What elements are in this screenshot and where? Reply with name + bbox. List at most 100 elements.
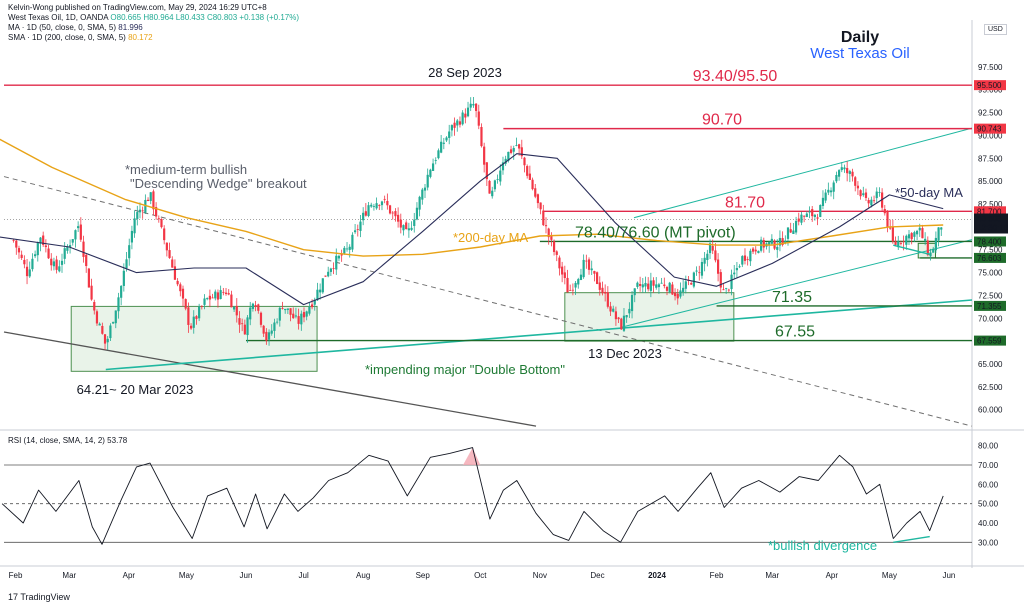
candle-body — [754, 249, 757, 252]
y-tick-label: 60.000 — [978, 406, 1003, 415]
candle-body — [36, 242, 39, 256]
candle-body — [453, 122, 456, 128]
candle-body — [152, 191, 155, 210]
price-label: 76.603 — [977, 254, 1002, 263]
candle-body — [171, 259, 174, 268]
candle-body — [864, 192, 868, 198]
candle-body — [235, 305, 238, 316]
channel-upper-line — [633, 127, 973, 219]
candle-body — [821, 197, 825, 206]
candle-body — [789, 229, 792, 233]
candle-body — [668, 282, 671, 293]
x-tick-label: 2024 — [648, 571, 666, 580]
candle-body — [58, 266, 61, 272]
candle-body — [534, 188, 537, 197]
candle-body — [157, 218, 160, 220]
currency-label: USD — [984, 24, 1007, 35]
price-label: 67.559 — [977, 337, 1002, 346]
candle-body — [590, 268, 593, 271]
candle-body — [867, 200, 870, 204]
candle-body — [569, 290, 572, 291]
candle-body — [531, 179, 534, 190]
y-tick-label: 70.000 — [978, 314, 1003, 323]
candle-body — [335, 255, 338, 270]
candle-body — [682, 287, 685, 292]
candle-body — [117, 297, 120, 312]
candle-body — [601, 287, 604, 294]
ma-legend-label: MA · 1D (50, close, 0, SMA, 5) — [8, 23, 117, 32]
candle-body — [415, 207, 419, 220]
candle-body — [480, 127, 483, 147]
candle-body — [671, 284, 674, 295]
candle-body — [149, 192, 152, 201]
candle-body — [894, 241, 897, 245]
candle-body — [932, 248, 935, 253]
price-label-bg — [974, 236, 1006, 247]
candle-body — [819, 205, 822, 217]
price-label: 95.500 — [977, 81, 1002, 90]
dec-low-label: 13 Dec 2023 — [588, 346, 662, 361]
candle-body — [641, 284, 644, 288]
candle-body — [246, 317, 249, 336]
x-tick-label: Sep — [416, 571, 431, 580]
wedge-annotation-2: "Descending Wedge" breakout — [130, 176, 307, 191]
candle-body — [356, 229, 359, 230]
candle-body — [539, 202, 542, 210]
candle-body — [327, 271, 330, 277]
candle-body — [50, 258, 53, 266]
candle-body — [768, 241, 771, 246]
candle-body — [485, 162, 488, 180]
x-tick-label: Nov — [533, 571, 547, 580]
candle-body — [714, 250, 717, 261]
candle-body — [176, 280, 179, 285]
candle-body — [437, 150, 440, 159]
candle-body — [120, 285, 123, 298]
candle-body — [889, 227, 892, 229]
candle-body — [649, 280, 652, 291]
candle-body — [595, 272, 599, 284]
wedge-annotation-1: *medium-term bullish — [125, 162, 247, 177]
candle-body — [227, 293, 230, 295]
candle-body — [924, 238, 927, 241]
candle-body — [52, 261, 56, 267]
candle-body — [493, 180, 497, 190]
candle-body — [582, 259, 585, 278]
candle-body — [515, 145, 518, 147]
rsi-legend-label: RSI (14, close, SMA, 14, 2) — [8, 436, 105, 445]
rsi-line — [1, 447, 944, 545]
candle-body — [824, 192, 827, 201]
ohlc-values: O80.665 H80.964 L80.433 C80.803 +0.138 (… — [110, 13, 300, 22]
candle-body — [695, 270, 698, 272]
candle-body — [827, 189, 830, 193]
x-tick-label: Jul — [299, 571, 309, 580]
candle-body — [566, 277, 569, 293]
candle-body — [843, 167, 846, 170]
candle-body — [886, 211, 889, 228]
candle-body — [402, 225, 405, 231]
candle-body — [778, 237, 782, 246]
ma50-annotation: *50-day MA — [895, 185, 963, 200]
candle-body — [647, 283, 650, 290]
x-tick-label: Dec — [590, 571, 604, 580]
candle-body — [703, 257, 706, 264]
candle-body — [870, 199, 873, 206]
rsi-y-tick-label: 60.00 — [978, 480, 999, 489]
candle-body — [103, 334, 107, 344]
candle-body — [345, 248, 349, 250]
sma-legend: SMA · 1D (200, close, 0, SMA, 5) 80.172 — [8, 33, 153, 42]
candle-body — [359, 221, 362, 231]
rsi-overbought-fill — [463, 447, 481, 465]
x-tick-label: Mar — [765, 571, 779, 580]
level-label-71: 71.35 — [772, 289, 812, 306]
candle-body — [636, 282, 639, 287]
candle-body — [872, 200, 876, 202]
candle-body — [614, 311, 618, 320]
candle-body — [308, 307, 311, 314]
candle-body — [612, 308, 615, 312]
candle-body — [15, 240, 18, 248]
candle-body — [746, 259, 749, 260]
price-label-bg — [974, 123, 1006, 134]
candle-body — [657, 284, 661, 288]
candle-body — [781, 238, 784, 245]
